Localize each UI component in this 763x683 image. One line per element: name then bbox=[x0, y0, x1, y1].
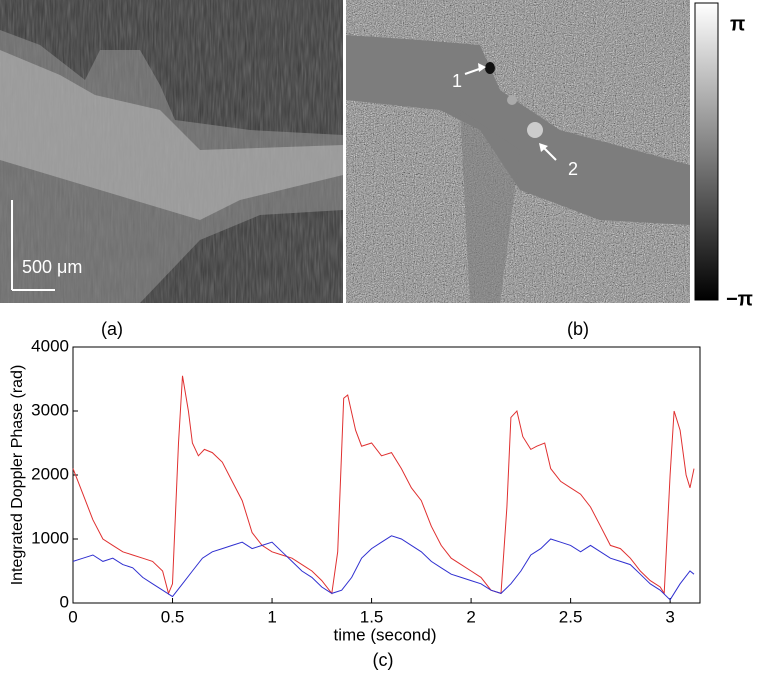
panel-label: (b) bbox=[567, 319, 589, 339]
marker-label: 2 bbox=[568, 159, 578, 179]
data-line bbox=[72, 375, 695, 596]
data-line bbox=[72, 535, 695, 601]
panel-label: (c) bbox=[373, 650, 394, 670]
x-tick-label: 1.5 bbox=[360, 607, 384, 626]
y-tick-label: 0 bbox=[60, 592, 69, 611]
y-tick-label: 4000 bbox=[31, 336, 69, 355]
x-axis-label: time (second) bbox=[334, 625, 437, 644]
x-tick-label: 2.5 bbox=[559, 607, 583, 626]
marker-label: 1 bbox=[452, 71, 462, 91]
y-tick-label: 1000 bbox=[31, 528, 69, 547]
panel-b-image: 1 2 bbox=[346, 0, 690, 303]
colorbar-max: π bbox=[730, 13, 745, 35]
panel-a-image: 500 μm bbox=[0, 0, 343, 303]
y-tick-label: 3000 bbox=[31, 400, 69, 419]
x-tick-label: 3 bbox=[665, 607, 674, 626]
y-axis-label: Integrated Doppler Phase (rad) bbox=[9, 365, 26, 586]
plot-frame bbox=[72, 346, 701, 604]
colorbar bbox=[694, 2, 719, 301]
y-tick-label: 2000 bbox=[31, 464, 69, 483]
x-tick-label: 0 bbox=[68, 607, 77, 626]
scale-bar-label: 500 μm bbox=[22, 257, 82, 277]
line-chart: time (second) Integrated Doppler Phase (… bbox=[9, 336, 701, 670]
colorbar-min: −π bbox=[726, 288, 753, 310]
x-tick-label: 0.5 bbox=[161, 607, 185, 626]
x-tick-label: 2 bbox=[466, 607, 475, 626]
x-tick-label: 1 bbox=[267, 607, 276, 626]
panel-label: (a) bbox=[101, 319, 123, 339]
